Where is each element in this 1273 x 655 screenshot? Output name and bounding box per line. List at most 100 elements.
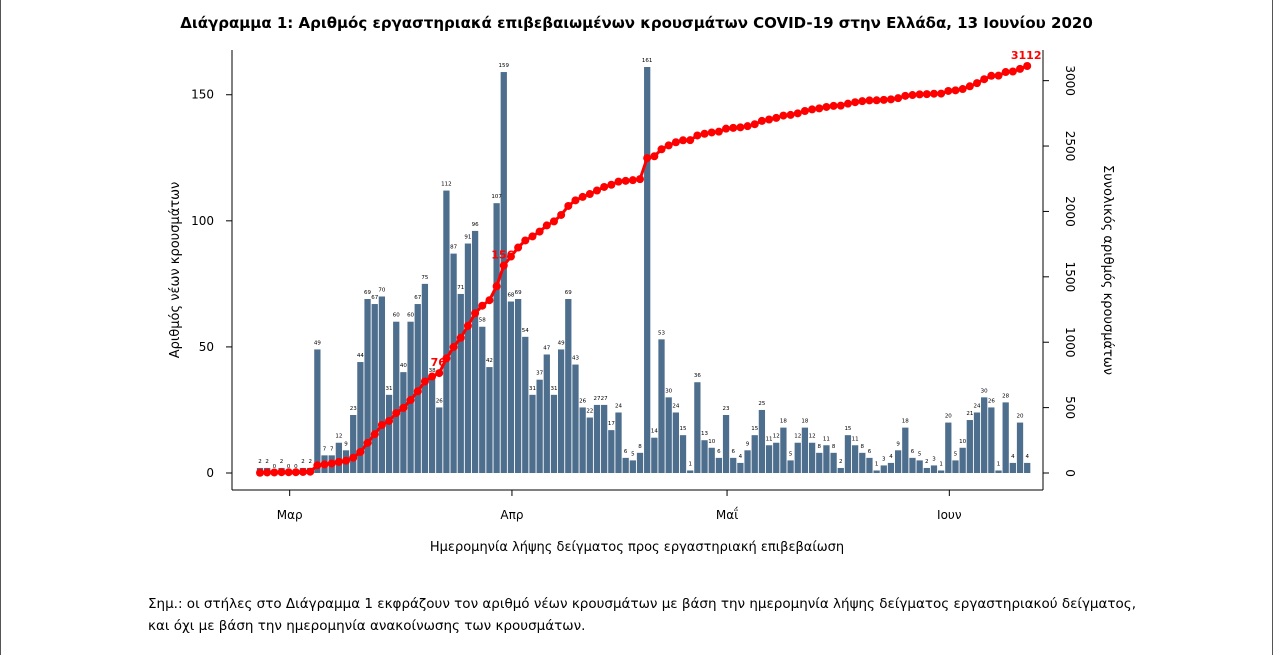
bar: [493, 203, 500, 474]
bar: [751, 435, 758, 473]
cumulative-point: [485, 296, 494, 305]
bar-value-label: 20: [945, 414, 952, 420]
cumulative-point: [607, 180, 616, 189]
bar: [371, 304, 378, 473]
bar: [593, 404, 601, 473]
bar-value-label: 43: [572, 356, 579, 362]
bar: [730, 457, 737, 473]
bar-series: [256, 67, 1031, 474]
bar-value-label: 9: [746, 441, 750, 447]
bar-value-label: 12: [794, 434, 801, 440]
bar: [586, 417, 593, 473]
bar: [694, 382, 701, 473]
bar: [1002, 402, 1009, 473]
bar-value-label: 2: [258, 459, 262, 465]
bar: [679, 435, 687, 473]
bar-value-label: 69: [515, 290, 522, 296]
bar: [1016, 422, 1024, 473]
cumulative-point: [356, 447, 365, 456]
bar: [565, 299, 572, 473]
bar-value-label: 0: [287, 464, 291, 470]
cumulative-point: [320, 460, 329, 469]
bar: [350, 415, 357, 473]
bar: [844, 435, 852, 473]
bar: [636, 452, 644, 473]
bar-value-label: 30: [665, 388, 672, 394]
bar-value-label: 49: [558, 340, 565, 346]
cumulative-point: [750, 120, 759, 129]
bar: [916, 460, 923, 473]
bar: [952, 460, 959, 473]
cumulative-point: [1016, 64, 1025, 73]
bar: [758, 409, 766, 473]
bar-value-label: 6: [624, 449, 628, 455]
bar-value-label: 31: [550, 386, 557, 392]
bar-value-label: 13: [701, 431, 708, 437]
bar-value-label: 25: [758, 401, 765, 407]
bar-value-label: 23: [723, 406, 730, 412]
cumulative-point: [306, 467, 315, 476]
bar-value-label: 0: [273, 464, 277, 470]
bar: [550, 394, 558, 473]
bar-value-label: 60: [407, 313, 414, 319]
cumulative-point: [822, 102, 831, 111]
cumulative-point: [471, 309, 480, 318]
bar-value-label: 2: [301, 459, 305, 465]
bar-value-label: 3: [932, 456, 936, 462]
bar: [500, 72, 507, 473]
bar-value-label: 5: [918, 451, 922, 457]
cumulative-point: [865, 96, 874, 105]
bar-value-label: 2: [925, 459, 929, 465]
bar-value-label: 8: [638, 444, 642, 450]
bar: [938, 470, 945, 473]
bar: [773, 442, 780, 473]
y2-tick-label: 1500: [1063, 262, 1077, 293]
cumulative-point: [929, 89, 938, 98]
cumulative-annotation: 156: [491, 248, 514, 261]
bar: [715, 457, 723, 473]
bar: [995, 470, 1002, 473]
cumulative-annotation: 76: [431, 356, 447, 369]
bar-value-label: 24: [672, 403, 679, 409]
cumulative-point: [800, 106, 809, 115]
cumulative-point: [980, 75, 989, 84]
bar-value-label: 69: [565, 290, 572, 296]
bar-value-label: 7: [330, 446, 334, 452]
bar: [644, 67, 651, 473]
bar-value-label: 1: [939, 461, 943, 467]
bar-value-label: 1: [997, 461, 1001, 467]
cumulative-point: [937, 89, 946, 98]
cumulative-point: [636, 175, 645, 184]
y2-tick-label: 3000: [1063, 65, 1077, 96]
y2-tick-label: 500: [1063, 396, 1077, 419]
bar-value-label: 23: [350, 406, 357, 412]
bar-value-label: 69: [364, 290, 371, 296]
cumulative-point: [592, 186, 601, 195]
bar: [708, 447, 715, 473]
bar-value-label: 68: [507, 293, 514, 299]
bar: [665, 397, 672, 473]
bar: [314, 349, 321, 473]
bar: [629, 460, 636, 473]
cumulative-point: [808, 105, 817, 114]
bar: [622, 457, 629, 473]
bar-value-label: 4: [1011, 454, 1015, 460]
cumulative-point: [528, 232, 537, 241]
bar-value-label: 10: [708, 439, 715, 445]
bar: [378, 296, 386, 473]
y-axis-right-title: Συνολικός αριθμός κρουσμάτων: [1100, 165, 1115, 375]
cumulative-point: [707, 128, 716, 137]
bar: [873, 470, 880, 473]
bar: [959, 447, 966, 473]
cumulative-point: [829, 101, 838, 110]
bar-value-label: 71: [457, 285, 464, 291]
cumulative-point: [377, 421, 386, 429]
bar-value-label: 17: [608, 421, 615, 427]
bar-value-label: 14: [651, 429, 658, 435]
y-tick-label: 150: [191, 88, 214, 102]
cumulative-point: [270, 468, 279, 477]
cumulative-point: [557, 210, 566, 219]
bar-value-label: 75: [421, 275, 428, 281]
bar: [722, 415, 730, 473]
cumulative-point: [650, 152, 659, 161]
